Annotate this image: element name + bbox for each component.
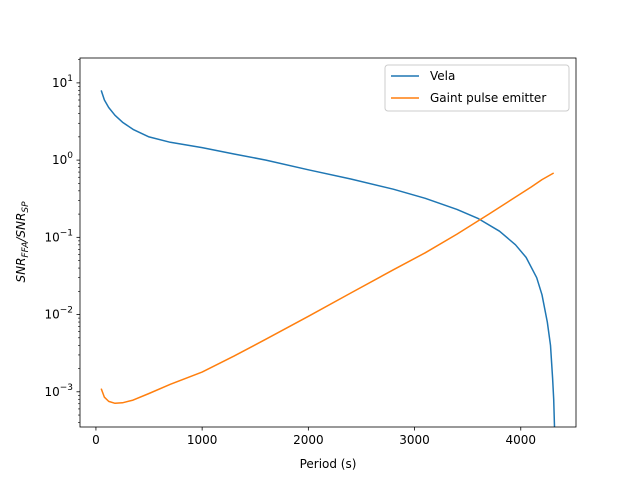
y-tick-label: 10−3	[44, 383, 73, 399]
x-tick-label: 4000	[505, 433, 536, 447]
series-line-vela	[100, 90, 556, 428]
legend-box	[384, 64, 570, 112]
y-tick-label: 100	[52, 151, 73, 167]
y-tick-label: 10−1	[44, 228, 73, 244]
legend-label-vela: Vela	[430, 69, 455, 83]
plot-frame	[79, 57, 577, 428]
x-axis: 0 1000 2000 3000 4000	[92, 427, 536, 447]
y-axis-label-subscript: SP	[21, 201, 31, 213]
x-tick-label: 3000	[399, 433, 430, 447]
y-axis-label-subscript: FFA	[21, 242, 31, 258]
y-axis-label-part: SNR	[14, 258, 28, 283]
legend: Vela Gaint pulse emitter	[384, 64, 570, 112]
y-axis-label-part: SNR	[14, 213, 28, 238]
y-tick-label: 10−2	[44, 306, 73, 322]
x-tick-label: 1000	[187, 433, 218, 447]
x-axis-label: Period (s)	[300, 457, 357, 471]
legend-label-giant-pulse-emitter: Gaint pulse emitter	[430, 91, 546, 105]
plot-area	[80, 58, 576, 427]
y-axis-label: SNRFFA/SNRSP	[14, 201, 31, 283]
series-line-giant-pulse-emitter	[100, 172, 555, 405]
series-layer	[100, 90, 556, 428]
x-tick-label: 2000	[293, 433, 324, 447]
x-tick-label: 0	[92, 433, 100, 447]
y-tick-label: 101	[52, 74, 73, 90]
y-axis-label-part: /	[14, 236, 28, 243]
y-axis: 10−3 10−2 10−1 100 101	[44, 59, 80, 423]
